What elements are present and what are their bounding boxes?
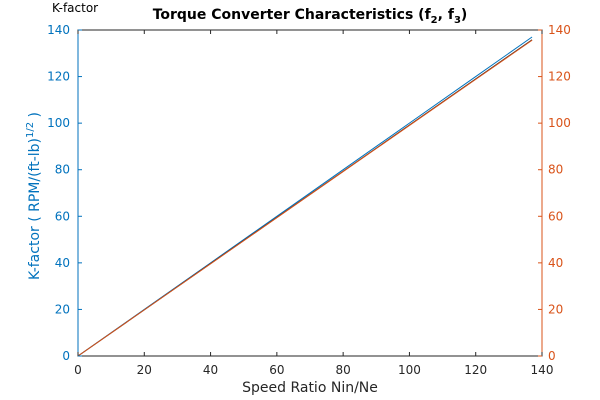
x-tick-label: 60: [269, 363, 284, 377]
right-y-tick-label: 20: [548, 302, 563, 316]
x-tick-label: 80: [336, 363, 351, 377]
x-tick-label: 120: [464, 363, 487, 377]
left-y-ticks: 0 20 40 60 80 100 120 140: [47, 23, 82, 363]
right-y-tick-label: 140: [548, 23, 571, 37]
left-y-tick-label: 20: [55, 302, 70, 316]
chart-title: Torque Converter Characteristics (f2, f3…: [153, 7, 468, 26]
x-tick-label: 0: [74, 363, 82, 377]
x-axis-label: Speed Ratio Nin/Ne: [242, 380, 378, 396]
x-tick-label: 20: [137, 363, 152, 377]
right-y-tick-label: 80: [548, 163, 563, 177]
x-tick-label: 100: [398, 363, 421, 377]
left-y-tick-label: 120: [47, 70, 70, 84]
right-y-ticks: 0 20 40 60 80 100 120 140: [538, 23, 571, 363]
left-y-axis-label: K-factor ( RPM/(ft-lb)1/2 ): [25, 112, 43, 280]
right-y-tick-label: 100: [548, 116, 571, 130]
left-y-tick-label: 80: [55, 163, 70, 177]
right-y-tick-label: 40: [548, 256, 563, 270]
left-y-tick-label: 100: [47, 116, 70, 130]
left-y-tick-label: 0: [62, 349, 70, 363]
x-tick-label: 140: [531, 363, 554, 377]
x-ticks: 0 20 40 60 80 100 120 140: [74, 30, 553, 377]
x-tick-label: 40: [203, 363, 218, 377]
right-y-tick-label: 0: [548, 349, 556, 363]
right-y-tick-label: 60: [548, 209, 563, 223]
series-layer: [77, 36, 533, 357]
left-y-tick-label: 140: [47, 23, 70, 37]
series-line-3: [77, 39, 533, 357]
left-y-tick-label: 40: [55, 256, 70, 270]
right-y-tick-label: 120: [548, 70, 571, 84]
corner-label: K-factor: [52, 1, 98, 15]
left-y-tick-label: 60: [55, 209, 70, 223]
